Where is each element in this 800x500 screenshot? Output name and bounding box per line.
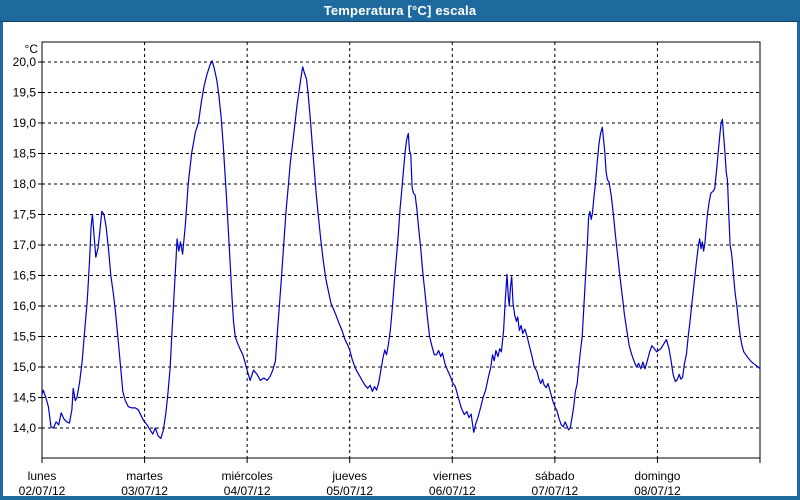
- y-tick-label: 16,0: [13, 299, 37, 313]
- y-tick-label: 20,0: [13, 55, 37, 69]
- x-date-label: 02/07/12: [19, 484, 66, 498]
- x-day-label: sábado: [535, 469, 575, 483]
- plot-frame: [41, 41, 761, 459]
- y-tick-label: 17,5: [13, 208, 37, 222]
- y-tick-label: 15,5: [13, 330, 37, 344]
- x-date-label: 08/07/12: [634, 484, 681, 498]
- x-day-label: jueves: [331, 469, 367, 483]
- y-tick-label: 14,5: [13, 391, 37, 405]
- x-date-label: 03/07/12: [121, 484, 168, 498]
- y-tick-label: 19,5: [13, 86, 37, 100]
- x-date-label: 04/07/12: [224, 484, 271, 498]
- y-tick-label: 19,0: [13, 116, 37, 130]
- y-tick-label: 16,5: [13, 269, 37, 283]
- chart-panel: [3, 22, 797, 496]
- x-day-label: martes: [126, 469, 163, 483]
- x-date-label: 07/07/12: [531, 484, 578, 498]
- y-tick-label: 18,0: [13, 177, 37, 191]
- x-day-label: miércoles: [221, 469, 272, 483]
- x-date-label: 06/07/12: [429, 484, 476, 498]
- x-day-label: viernes: [433, 469, 472, 483]
- x-date-label: 05/07/12: [326, 484, 373, 498]
- temperature-series-line: [41, 60, 761, 439]
- x-day-label: lunes: [28, 469, 57, 483]
- y-tick-label: 14,0: [13, 421, 37, 435]
- y-tick-label: 18,5: [13, 147, 37, 161]
- y-tick-label: 15,0: [13, 360, 37, 374]
- window-title: Temperatura [°C] escala: [323, 3, 477, 18]
- y-axis-unit-label: °C: [25, 42, 39, 56]
- x-day-label: domingo: [634, 469, 680, 483]
- title-bar: Temperatura [°C] escala: [0, 0, 800, 22]
- y-tick-label: 17,0: [13, 238, 37, 252]
